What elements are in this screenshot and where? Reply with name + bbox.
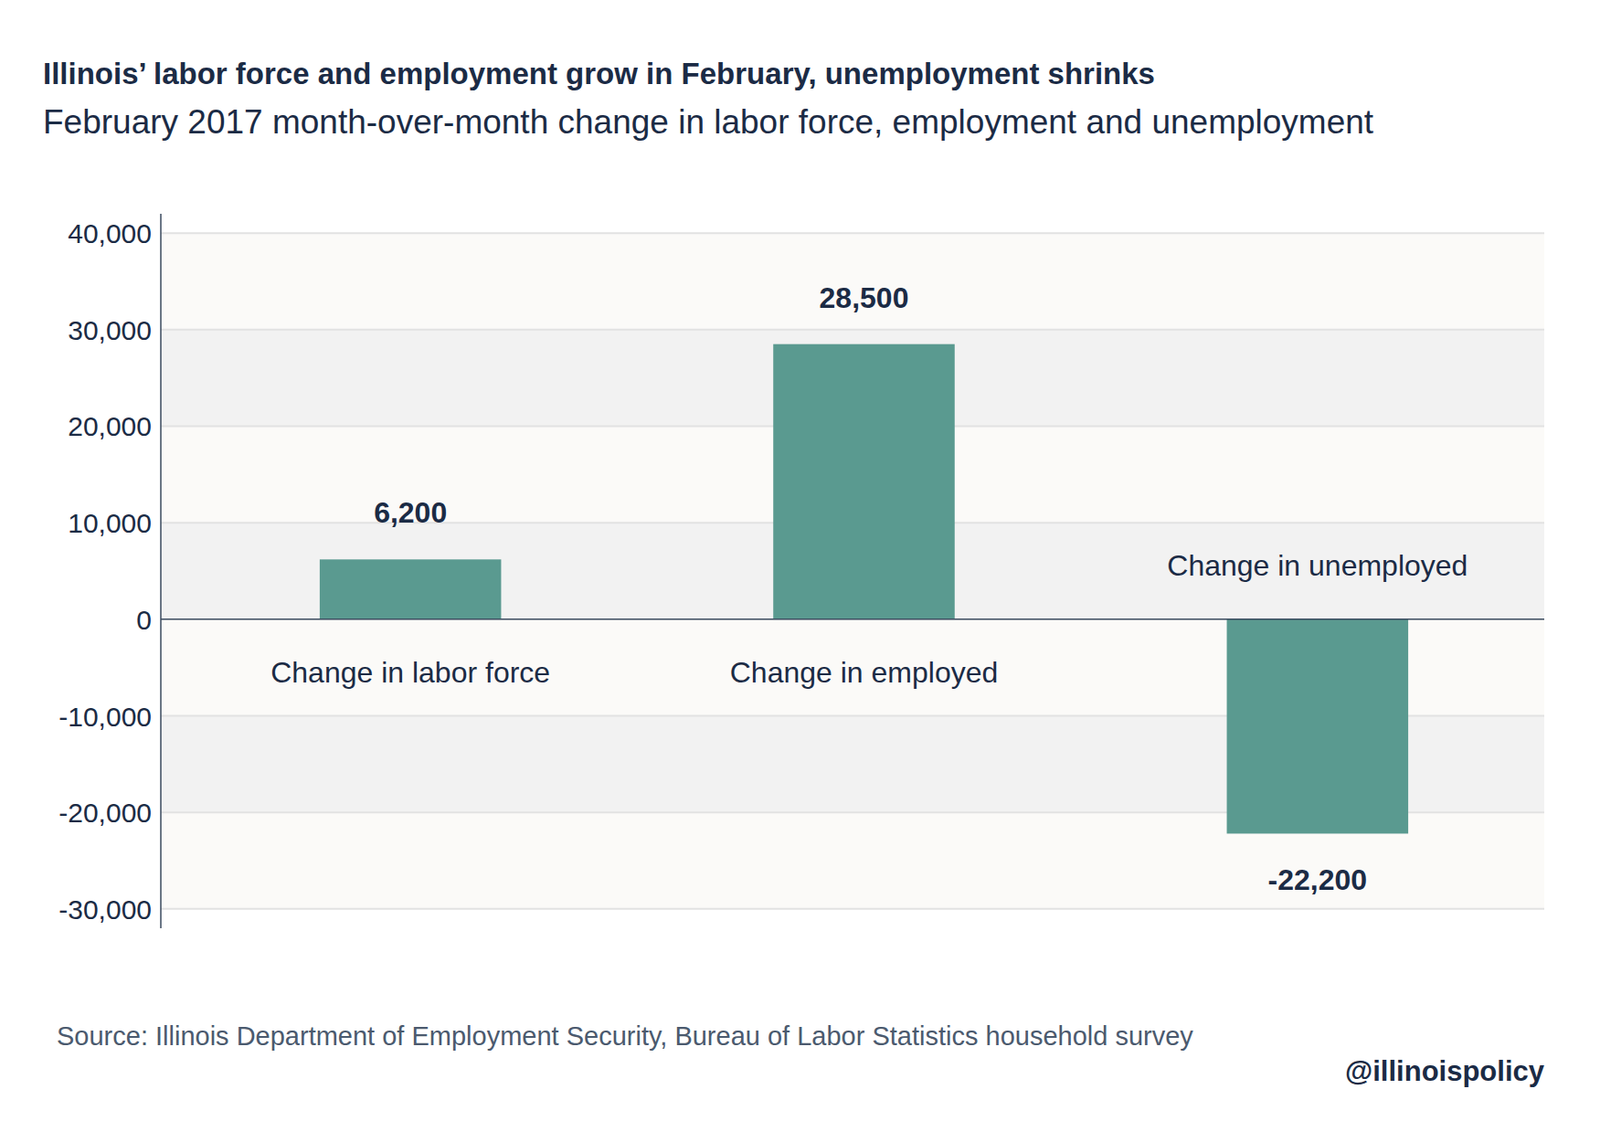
y-tick-label: -20,000 bbox=[58, 797, 152, 828]
subtitle: February 2017 month-over-month change in… bbox=[42, 103, 1375, 141]
bars bbox=[319, 344, 1409, 835]
plot-background bbox=[160, 233, 1545, 910]
y-axis-line bbox=[159, 213, 162, 929]
data-label: 6,200 bbox=[373, 496, 447, 530]
grid-band bbox=[160, 233, 1545, 330]
bar bbox=[319, 559, 502, 620]
category-label: Change in employed bbox=[730, 656, 999, 689]
credit: @illinoispolicy bbox=[1345, 1055, 1545, 1089]
labels: 6,200 Change in labor force 28,500 Change i… bbox=[270, 281, 1468, 898]
y-tick-label: -10,000 bbox=[58, 701, 152, 732]
grid-line bbox=[160, 908, 1545, 911]
y-tick-label: 40,000 bbox=[67, 218, 152, 249]
y-axis-ticks: -30,000 -20,000 -10,000 0 10,000 20,000 30,000… bbox=[58, 218, 152, 925]
zero-line bbox=[160, 618, 1545, 621]
bar bbox=[773, 344, 955, 620]
grid-line bbox=[160, 328, 1545, 331]
data-label: -22,200 bbox=[1268, 863, 1368, 897]
bar bbox=[1227, 619, 1410, 835]
source-note: Source: Illinois Department of Employmen… bbox=[56, 1016, 1300, 1058]
category-label: Change in unemployed bbox=[1166, 549, 1468, 583]
chart-svg: Illinois’ labor force and employment gro… bbox=[0, 0, 1600, 1121]
category-label: Change in labor force bbox=[270, 656, 551, 689]
grid bbox=[160, 233, 1545, 910]
y-tick-label: 30,000 bbox=[67, 315, 152, 346]
y-tick-label: -30,000 bbox=[58, 894, 152, 925]
data-label: 28,500 bbox=[819, 281, 910, 315]
y-tick-label: 20,000 bbox=[67, 411, 152, 442]
title: Illinois’ labor force and employment gro… bbox=[42, 56, 1155, 91]
grid-line bbox=[160, 232, 1545, 234]
y-tick-label: 0 bbox=[136, 604, 152, 636]
y-tick-label: 10,000 bbox=[67, 508, 152, 539]
